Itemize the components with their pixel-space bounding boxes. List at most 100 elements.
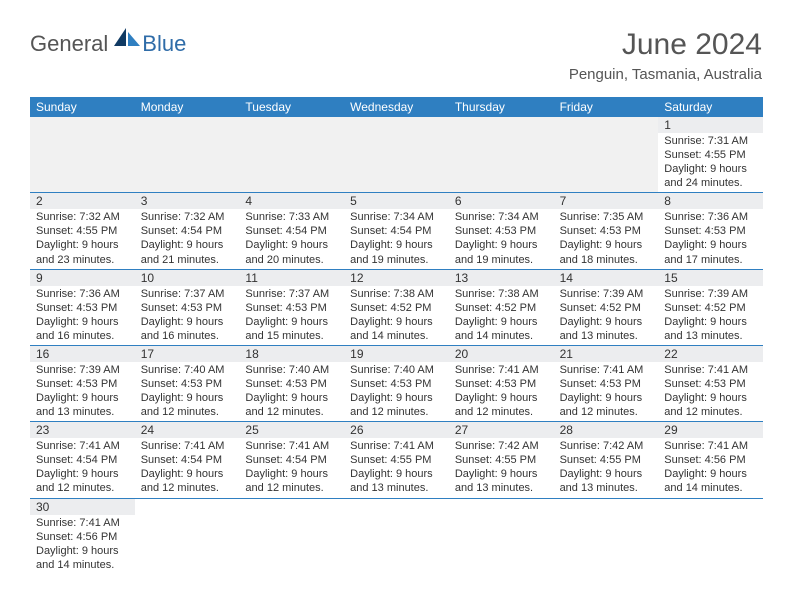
- location-subtitle: Penguin, Tasmania, Australia: [569, 66, 762, 83]
- sunset-text: Sunset: 4:55 PM: [36, 224, 129, 238]
- sunrise-text: Sunrise: 7:41 AM: [664, 439, 757, 453]
- day-number: 11: [239, 270, 344, 286]
- day-number: 7: [554, 193, 659, 209]
- sunrise-text: Sunrise: 7:34 AM: [350, 210, 443, 224]
- day-number: 26: [344, 422, 449, 438]
- daylight2-text: and 17 minutes.: [664, 253, 757, 267]
- daylight2-text: and 13 minutes.: [350, 481, 443, 495]
- daylight2-text: and 14 minutes.: [664, 481, 757, 495]
- daylight2-text: and 12 minutes.: [664, 405, 757, 419]
- sunset-text: Sunset: 4:55 PM: [350, 453, 443, 467]
- daylight2-text: and 13 minutes.: [560, 329, 653, 343]
- daylight2-text: and 13 minutes.: [560, 481, 653, 495]
- sunrise-text: Sunrise: 7:33 AM: [245, 210, 338, 224]
- calendar-cell: [554, 117, 659, 192]
- sunrise-text: Sunrise: 7:41 AM: [455, 363, 548, 377]
- day-details: Sunrise: 7:41 AMSunset: 4:55 PMDaylight:…: [344, 438, 449, 497]
- daylight2-text: and 12 minutes.: [141, 405, 234, 419]
- day-details: Sunrise: 7:41 AMSunset: 4:56 PMDaylight:…: [30, 515, 135, 574]
- daylight1-text: Daylight: 9 hours: [245, 315, 338, 329]
- sunset-text: Sunset: 4:52 PM: [350, 301, 443, 315]
- day-header: Saturday: [658, 97, 763, 117]
- sunrise-text: Sunrise: 7:41 AM: [36, 516, 129, 530]
- daylight2-text: and 16 minutes.: [141, 329, 234, 343]
- sunset-text: Sunset: 4:53 PM: [350, 377, 443, 391]
- day-number: 27: [449, 422, 554, 438]
- day-details: Sunrise: 7:32 AMSunset: 4:54 PMDaylight:…: [135, 209, 240, 268]
- calendar-cell: [135, 499, 240, 574]
- day-details: Sunrise: 7:38 AMSunset: 4:52 PMDaylight:…: [344, 286, 449, 345]
- day-header: Friday: [554, 97, 659, 117]
- daylight2-text: and 24 minutes.: [664, 176, 757, 190]
- sunset-text: Sunset: 4:53 PM: [245, 301, 338, 315]
- sunrise-text: Sunrise: 7:31 AM: [664, 134, 757, 148]
- sunset-text: Sunset: 4:54 PM: [36, 453, 129, 467]
- day-details: Sunrise: 7:34 AMSunset: 4:54 PMDaylight:…: [344, 209, 449, 268]
- day-details: Sunrise: 7:33 AMSunset: 4:54 PMDaylight:…: [239, 209, 344, 268]
- daylight2-text: and 15 minutes.: [245, 329, 338, 343]
- sunset-text: Sunset: 4:53 PM: [664, 224, 757, 238]
- day-number: 5: [344, 193, 449, 209]
- calendar-cell: 17Sunrise: 7:40 AMSunset: 4:53 PMDayligh…: [135, 346, 240, 421]
- sunrise-text: Sunrise: 7:40 AM: [350, 363, 443, 377]
- sunrise-text: Sunrise: 7:37 AM: [141, 287, 234, 301]
- daylight1-text: Daylight: 9 hours: [245, 391, 338, 405]
- calendar-cell: 24Sunrise: 7:41 AMSunset: 4:54 PMDayligh…: [135, 422, 240, 497]
- sunrise-text: Sunrise: 7:41 AM: [245, 439, 338, 453]
- calendar-cell: 4Sunrise: 7:33 AMSunset: 4:54 PMDaylight…: [239, 193, 344, 268]
- day-number: 28: [554, 422, 659, 438]
- calendar-cell: 19Sunrise: 7:40 AMSunset: 4:53 PMDayligh…: [344, 346, 449, 421]
- day-number: 2: [30, 193, 135, 209]
- day-details: Sunrise: 7:42 AMSunset: 4:55 PMDaylight:…: [554, 438, 659, 497]
- sunrise-text: Sunrise: 7:39 AM: [664, 287, 757, 301]
- sunrise-text: Sunrise: 7:36 AM: [36, 287, 129, 301]
- daylight1-text: Daylight: 9 hours: [455, 467, 548, 481]
- sunrise-text: Sunrise: 7:41 AM: [350, 439, 443, 453]
- calendar-cell: 10Sunrise: 7:37 AMSunset: 4:53 PMDayligh…: [135, 270, 240, 345]
- sunset-text: Sunset: 4:55 PM: [664, 148, 757, 162]
- sunrise-text: Sunrise: 7:35 AM: [560, 210, 653, 224]
- calendar-cell: 8Sunrise: 7:36 AMSunset: 4:53 PMDaylight…: [658, 193, 763, 268]
- sunset-text: Sunset: 4:53 PM: [245, 377, 338, 391]
- daylight1-text: Daylight: 9 hours: [350, 315, 443, 329]
- sunrise-text: Sunrise: 7:37 AM: [245, 287, 338, 301]
- calendar-cell: 1Sunrise: 7:31 AMSunset: 4:55 PMDaylight…: [658, 117, 763, 192]
- week-row: 9Sunrise: 7:36 AMSunset: 4:53 PMDaylight…: [30, 270, 763, 346]
- day-header-row: SundayMondayTuesdayWednesdayThursdayFrid…: [30, 97, 763, 117]
- daylight2-text: and 12 minutes.: [245, 481, 338, 495]
- calendar-cell: [239, 117, 344, 192]
- sunset-text: Sunset: 4:54 PM: [141, 453, 234, 467]
- daylight1-text: Daylight: 9 hours: [560, 315, 653, 329]
- day-details: Sunrise: 7:41 AMSunset: 4:54 PMDaylight:…: [30, 438, 135, 497]
- calendar-cell: 16Sunrise: 7:39 AMSunset: 4:53 PMDayligh…: [30, 346, 135, 421]
- day-number: 3: [135, 193, 240, 209]
- calendar-cell: 29Sunrise: 7:41 AMSunset: 4:56 PMDayligh…: [658, 422, 763, 497]
- week-row: 1Sunrise: 7:31 AMSunset: 4:55 PMDaylight…: [30, 117, 763, 193]
- day-number: 13: [449, 270, 554, 286]
- day-number: 23: [30, 422, 135, 438]
- calendar-cell: 22Sunrise: 7:41 AMSunset: 4:53 PMDayligh…: [658, 346, 763, 421]
- day-details: Sunrise: 7:35 AMSunset: 4:53 PMDaylight:…: [554, 209, 659, 268]
- sunset-text: Sunset: 4:55 PM: [560, 453, 653, 467]
- calendar-cell: 15Sunrise: 7:39 AMSunset: 4:52 PMDayligh…: [658, 270, 763, 345]
- daylight1-text: Daylight: 9 hours: [36, 544, 129, 558]
- sunrise-text: Sunrise: 7:41 AM: [36, 439, 129, 453]
- daylight1-text: Daylight: 9 hours: [350, 467, 443, 481]
- calendar-cell: 3Sunrise: 7:32 AMSunset: 4:54 PMDaylight…: [135, 193, 240, 268]
- day-details: Sunrise: 7:41 AMSunset: 4:54 PMDaylight:…: [239, 438, 344, 497]
- daylight1-text: Daylight: 9 hours: [455, 315, 548, 329]
- sunset-text: Sunset: 4:53 PM: [36, 377, 129, 391]
- day-header: Thursday: [449, 97, 554, 117]
- sunrise-text: Sunrise: 7:36 AM: [664, 210, 757, 224]
- day-details: Sunrise: 7:41 AMSunset: 4:53 PMDaylight:…: [554, 362, 659, 421]
- day-number: 1: [658, 117, 763, 133]
- daylight2-text: and 19 minutes.: [455, 253, 548, 267]
- calendar-cell: 23Sunrise: 7:41 AMSunset: 4:54 PMDayligh…: [30, 422, 135, 497]
- day-header: Wednesday: [344, 97, 449, 117]
- calendar-cell: 5Sunrise: 7:34 AMSunset: 4:54 PMDaylight…: [344, 193, 449, 268]
- calendar-cell: [239, 499, 344, 574]
- day-details: Sunrise: 7:41 AMSunset: 4:54 PMDaylight:…: [135, 438, 240, 497]
- calendar-cell: 9Sunrise: 7:36 AMSunset: 4:53 PMDaylight…: [30, 270, 135, 345]
- daylight1-text: Daylight: 9 hours: [664, 238, 757, 252]
- calendar-cell: [135, 117, 240, 192]
